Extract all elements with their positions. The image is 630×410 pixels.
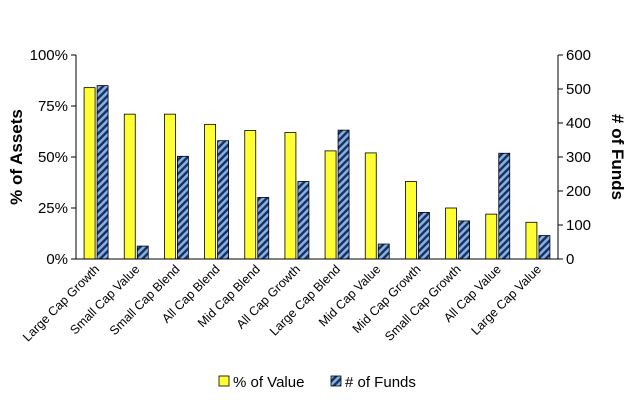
bar-value: [204, 123, 216, 260]
right-tick-label: 0: [566, 251, 574, 268]
left-tick-label: 75%: [38, 98, 68, 115]
right-axis: 0 100 200 300 400 500 600: [557, 47, 591, 268]
left-tick-label: 100%: [30, 47, 68, 64]
bar-funds: [337, 129, 350, 260]
bar-value: [445, 207, 457, 260]
right-tick-label: 500: [566, 81, 591, 98]
right-tick-label: 400: [566, 115, 591, 132]
left-axis: 0% 25% 50% 75% 100%: [30, 47, 77, 268]
bar-value: [364, 152, 377, 260]
legend-swatch-value: [218, 375, 230, 387]
category-label: Small Cap Value: [67, 262, 142, 337]
legend-label-funds: # of Funds: [345, 374, 416, 391]
bar-value: [485, 213, 498, 260]
right-tick-label: 200: [566, 183, 591, 200]
bar-value: [83, 87, 96, 260]
left-tick-label: 0%: [46, 251, 68, 268]
category-label: Small Cap Growth: [382, 262, 464, 344]
left-tick-label: 25%: [38, 200, 68, 217]
category-label: Large Cap Blend: [267, 262, 343, 338]
bar-value: [405, 181, 417, 260]
bar-funds: [498, 152, 511, 260]
legend-swatch-funds: [330, 375, 342, 387]
left-tick-label: 50%: [38, 149, 68, 166]
bar-value: [525, 221, 538, 260]
bar-value: [284, 132, 297, 260]
category-label: Small Cap Blend: [107, 262, 183, 338]
bar-funds: [458, 220, 470, 260]
bar-value: [164, 113, 176, 260]
category-label: Mid Cap Growth: [350, 262, 424, 336]
bar-funds: [136, 245, 149, 260]
bar-funds: [257, 197, 270, 260]
bar-funds: [377, 243, 390, 260]
right-tick-label: 300: [566, 149, 591, 166]
bar-funds: [418, 212, 430, 260]
category-label: Large Cap Value: [468, 262, 544, 338]
bar-value: [123, 113, 136, 260]
plot-area: [76, 85, 558, 260]
legend: % of Value # of Funds: [218, 374, 416, 391]
legend-label-value: % of Value: [233, 374, 304, 391]
right-tick-label: 600: [566, 47, 591, 64]
bar-funds: [96, 85, 109, 260]
bar-value: [324, 150, 337, 260]
y-axis-title: % of Assets: [7, 109, 26, 205]
bar-value: [244, 130, 257, 260]
bar-funds: [538, 235, 551, 260]
bar-funds: [177, 155, 189, 260]
y2-axis-title: # of Funds: [608, 114, 627, 200]
bar-funds: [297, 181, 310, 260]
bar-funds: [217, 140, 229, 260]
right-tick-label: 100: [566, 217, 591, 234]
category-label: Large Cap Growth: [20, 262, 102, 344]
